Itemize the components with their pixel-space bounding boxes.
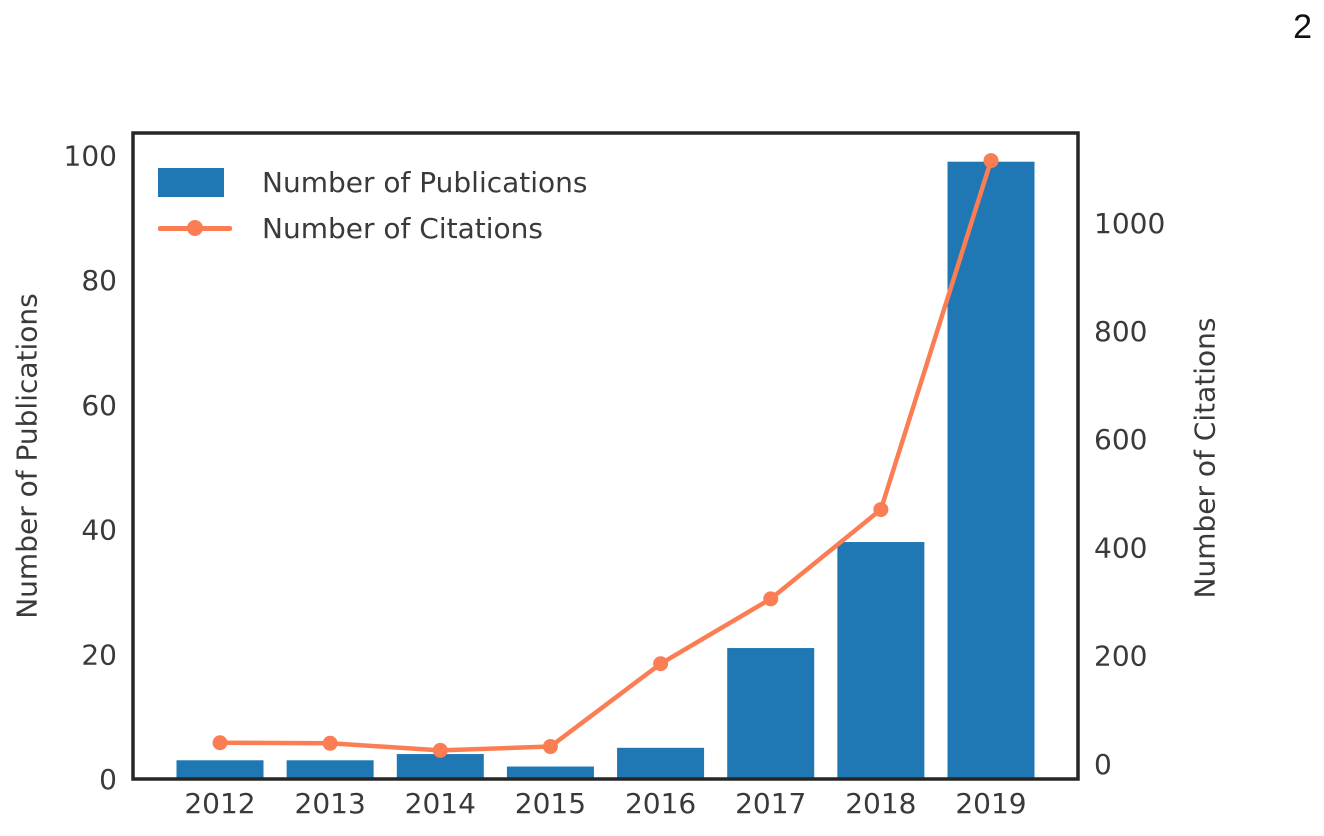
- left-tick-label-100: 100: [64, 139, 117, 172]
- x-tick-label-2014: 2014: [405, 787, 476, 820]
- x-tick-label-2019: 2019: [955, 787, 1026, 820]
- x-tick-label-2012: 2012: [184, 787, 255, 820]
- bar-2016: [617, 747, 705, 781]
- bar-2017: [727, 648, 815, 781]
- citations-point-2019: [983, 153, 999, 169]
- right-tick-label-0: 0: [1094, 748, 1112, 781]
- citations-point-2012: [212, 735, 228, 751]
- legend-label-citations: Number of Citations: [262, 211, 543, 245]
- right-tick-label-200: 200: [1094, 640, 1147, 673]
- citations-point-2017: [763, 591, 779, 607]
- bar-2012: [176, 760, 264, 781]
- legend: Number of Publications Number of Citatio…: [158, 165, 588, 245]
- right-tick-label-400: 400: [1094, 531, 1147, 564]
- page-number: 2: [1293, 8, 1312, 46]
- x-tick-label-2013: 2013: [295, 787, 366, 820]
- right-tick-label-600: 600: [1094, 423, 1147, 456]
- legend-label-publications: Number of Publications: [262, 165, 588, 199]
- left-tick-label-40: 40: [81, 514, 117, 547]
- left-tick-label-0: 0: [99, 763, 117, 796]
- plot-border: [131, 131, 1080, 781]
- legend-line-marker-icon: [187, 220, 203, 236]
- bar-2015: [506, 766, 594, 781]
- right-tick-label-800: 800: [1094, 315, 1147, 348]
- legend-entry-publications: Number of Publications: [158, 165, 588, 199]
- bar-2014: [396, 754, 484, 781]
- x-tick-label-2015: 2015: [515, 787, 586, 820]
- x-tick-label-2017: 2017: [735, 787, 806, 820]
- bar-2013: [286, 760, 374, 781]
- citations-point-2016: [653, 656, 669, 672]
- left-axis-title: Number of Publications: [10, 293, 44, 619]
- citations-point-2014: [432, 742, 448, 758]
- left-tick-label-80: 80: [81, 264, 117, 297]
- bar-2019: [947, 161, 1035, 781]
- citations-point-2013: [322, 735, 338, 751]
- citations-point-2018: [873, 502, 889, 518]
- legend-entry-citations: Number of Citations: [158, 211, 588, 245]
- citations-point-2015: [542, 739, 558, 755]
- x-tick-label-2016: 2016: [625, 787, 696, 820]
- legend-bar-swatch: [158, 167, 224, 197]
- bar-2018: [837, 542, 925, 781]
- right-axis-title: Number of Citations: [1188, 317, 1222, 599]
- right-tick-label-1000: 1000: [1094, 207, 1165, 240]
- citations-line: [217, 158, 994, 753]
- x-tick-label-2018: 2018: [845, 787, 916, 820]
- legend-line-swatch: [158, 212, 232, 244]
- left-tick-label-20: 20: [81, 638, 117, 671]
- left-tick-label-60: 60: [81, 389, 117, 422]
